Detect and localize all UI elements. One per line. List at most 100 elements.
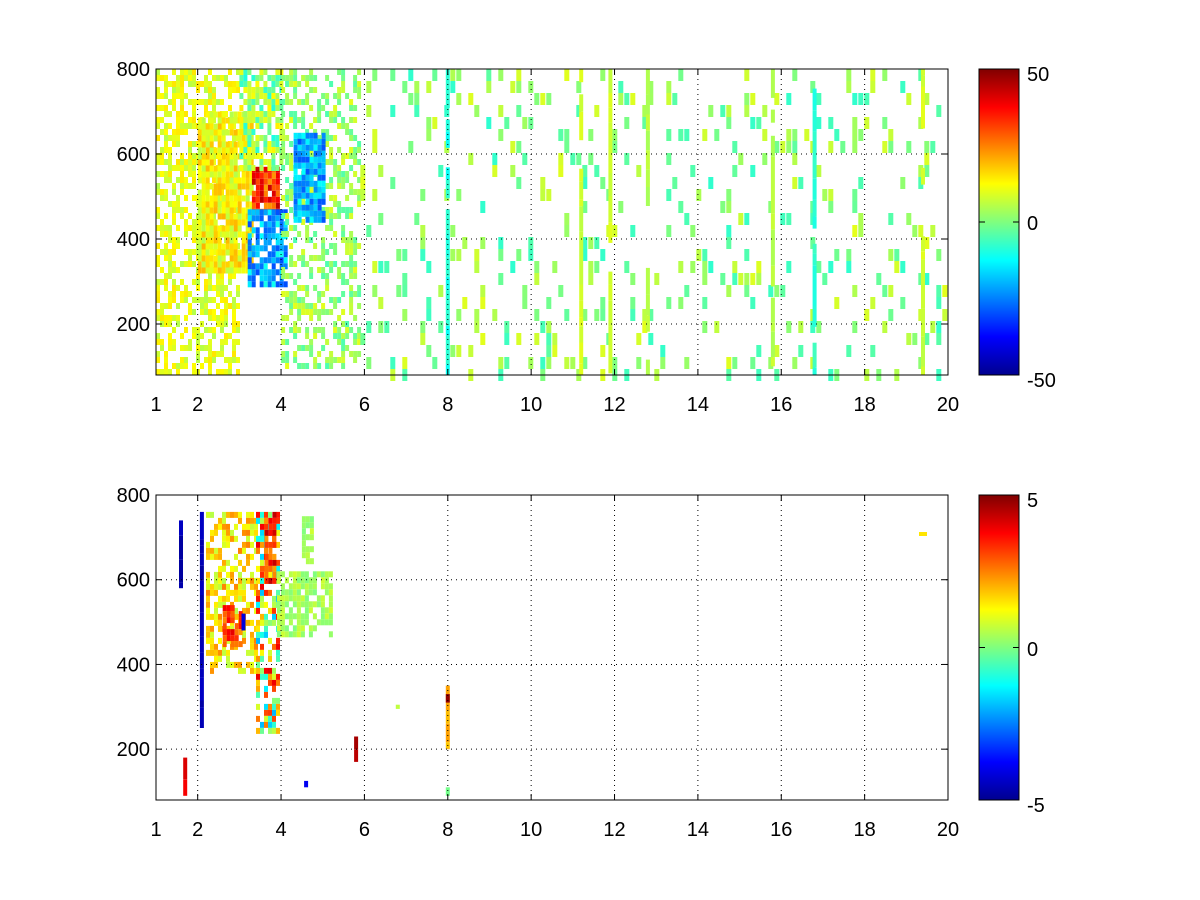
heatmap-cell bbox=[229, 267, 234, 274]
heatmap-cell bbox=[168, 201, 172, 207]
heatmap-cell bbox=[168, 369, 172, 375]
heatmap-cell bbox=[297, 186, 302, 193]
heatmap-cell bbox=[279, 221, 284, 228]
heatmap-cell bbox=[732, 273, 738, 285]
heatmap-cell bbox=[822, 189, 828, 201]
heatmap-cell bbox=[268, 559, 273, 566]
heatmap-cell bbox=[498, 273, 504, 285]
heatmap-cell bbox=[224, 357, 228, 363]
heatmap-cell bbox=[256, 685, 260, 692]
heatmap-cell bbox=[309, 303, 314, 309]
heatmap-cell bbox=[225, 183, 230, 190]
heatmap-column-segment bbox=[199, 553, 204, 566]
heatmap-cell bbox=[888, 213, 894, 225]
heatmap-cell bbox=[576, 105, 582, 117]
heatmap-cell bbox=[341, 237, 346, 243]
heatmap-cell bbox=[255, 99, 260, 105]
heatmap-cell bbox=[333, 249, 338, 255]
heatmap-cell bbox=[225, 153, 230, 160]
heatmap-cell bbox=[341, 207, 346, 213]
heatmap-cell bbox=[172, 99, 176, 105]
heatmap-cell bbox=[264, 589, 268, 596]
heatmap-cell bbox=[212, 297, 216, 303]
heatmap-column-segment bbox=[445, 694, 450, 703]
heatmap-cell bbox=[309, 309, 314, 315]
heatmap-cell bbox=[288, 607, 293, 614]
heatmap-cell bbox=[239, 69, 244, 75]
heatmap-cell bbox=[756, 261, 762, 273]
heatmap-cell bbox=[289, 111, 294, 117]
heatmap-cell bbox=[260, 571, 264, 578]
heatmap-cell bbox=[216, 195, 220, 201]
heatmap-cell bbox=[357, 189, 362, 195]
heatmap-cell bbox=[264, 667, 268, 674]
heatmap-cell bbox=[226, 535, 230, 542]
heatmap-cell bbox=[301, 297, 306, 303]
heatmap-cell bbox=[230, 605, 235, 612]
heatmap-column-segment bbox=[199, 612, 204, 637]
heatmap-column-segment bbox=[921, 336, 925, 367]
x-tick-label: 20 bbox=[937, 394, 959, 416]
heatmap-cell bbox=[648, 309, 654, 321]
heatmap-cell bbox=[176, 369, 180, 375]
heatmap-cell bbox=[357, 159, 362, 165]
heatmap-cell bbox=[229, 195, 234, 202]
heatmap-cell bbox=[206, 577, 210, 584]
heatmap-cell bbox=[275, 215, 280, 222]
heatmap-cell bbox=[313, 303, 318, 309]
heatmap-cell bbox=[852, 93, 858, 105]
heatmap-cell bbox=[828, 117, 834, 129]
heatmap-cell bbox=[271, 251, 276, 258]
heatmap-cell bbox=[313, 327, 318, 333]
heatmap-cell bbox=[243, 99, 248, 105]
heatmap-cell bbox=[156, 369, 160, 375]
heatmap-cell bbox=[255, 202, 260, 209]
heatmap-cell bbox=[256, 577, 260, 584]
heatmap-cell bbox=[293, 204, 298, 211]
heatmap-cell bbox=[156, 159, 160, 165]
heatmap-cell bbox=[180, 297, 184, 303]
heatmap-cell bbox=[263, 93, 268, 99]
heatmap-cell bbox=[936, 249, 942, 261]
heatmap-cell bbox=[267, 147, 272, 153]
heatmap-cell bbox=[259, 87, 264, 93]
heatmap-cell bbox=[642, 321, 648, 333]
heatmap-cell bbox=[263, 275, 268, 282]
heatmap-cell bbox=[160, 309, 164, 315]
heatmap-cell bbox=[924, 237, 930, 249]
heatmap-cell bbox=[209, 201, 214, 208]
heatmap-cell bbox=[263, 263, 268, 270]
heatmap-cell bbox=[305, 132, 310, 139]
heatmap-cell bbox=[209, 261, 214, 268]
heatmap-cell bbox=[251, 269, 256, 276]
heatmap-cell bbox=[220, 297, 224, 303]
heatmap-cell bbox=[324, 577, 329, 584]
heatmap-cell bbox=[268, 571, 272, 578]
heatmap-cell bbox=[208, 87, 212, 93]
heatmap-cell bbox=[816, 261, 822, 273]
heatmap-cell bbox=[420, 333, 426, 345]
heatmap-cell bbox=[180, 171, 184, 177]
heatmap-cell bbox=[281, 213, 286, 219]
heatmap-cell bbox=[188, 141, 192, 147]
heatmap-cell bbox=[450, 69, 456, 81]
heatmap-cell bbox=[201, 231, 206, 238]
heatmap-cell bbox=[229, 249, 234, 256]
heatmap-cell bbox=[263, 178, 268, 185]
heatmap-cell bbox=[214, 643, 218, 650]
x-tick-label: 2 bbox=[192, 394, 203, 416]
heatmap-cell bbox=[624, 117, 630, 129]
heatmap-cell bbox=[260, 529, 264, 536]
heatmap-cell bbox=[246, 523, 250, 530]
heatmap-cell bbox=[180, 165, 184, 171]
heatmap-column-segment bbox=[199, 511, 204, 540]
heatmap-cell bbox=[260, 541, 264, 548]
heatmap-cell bbox=[293, 303, 298, 309]
heatmap-cell bbox=[486, 69, 492, 81]
heatmap-cell bbox=[305, 327, 310, 333]
heatmap-cell bbox=[858, 213, 864, 225]
heatmap-cell bbox=[259, 135, 264, 141]
heatmap-cell bbox=[276, 595, 281, 602]
heatmap-cell bbox=[222, 583, 226, 590]
